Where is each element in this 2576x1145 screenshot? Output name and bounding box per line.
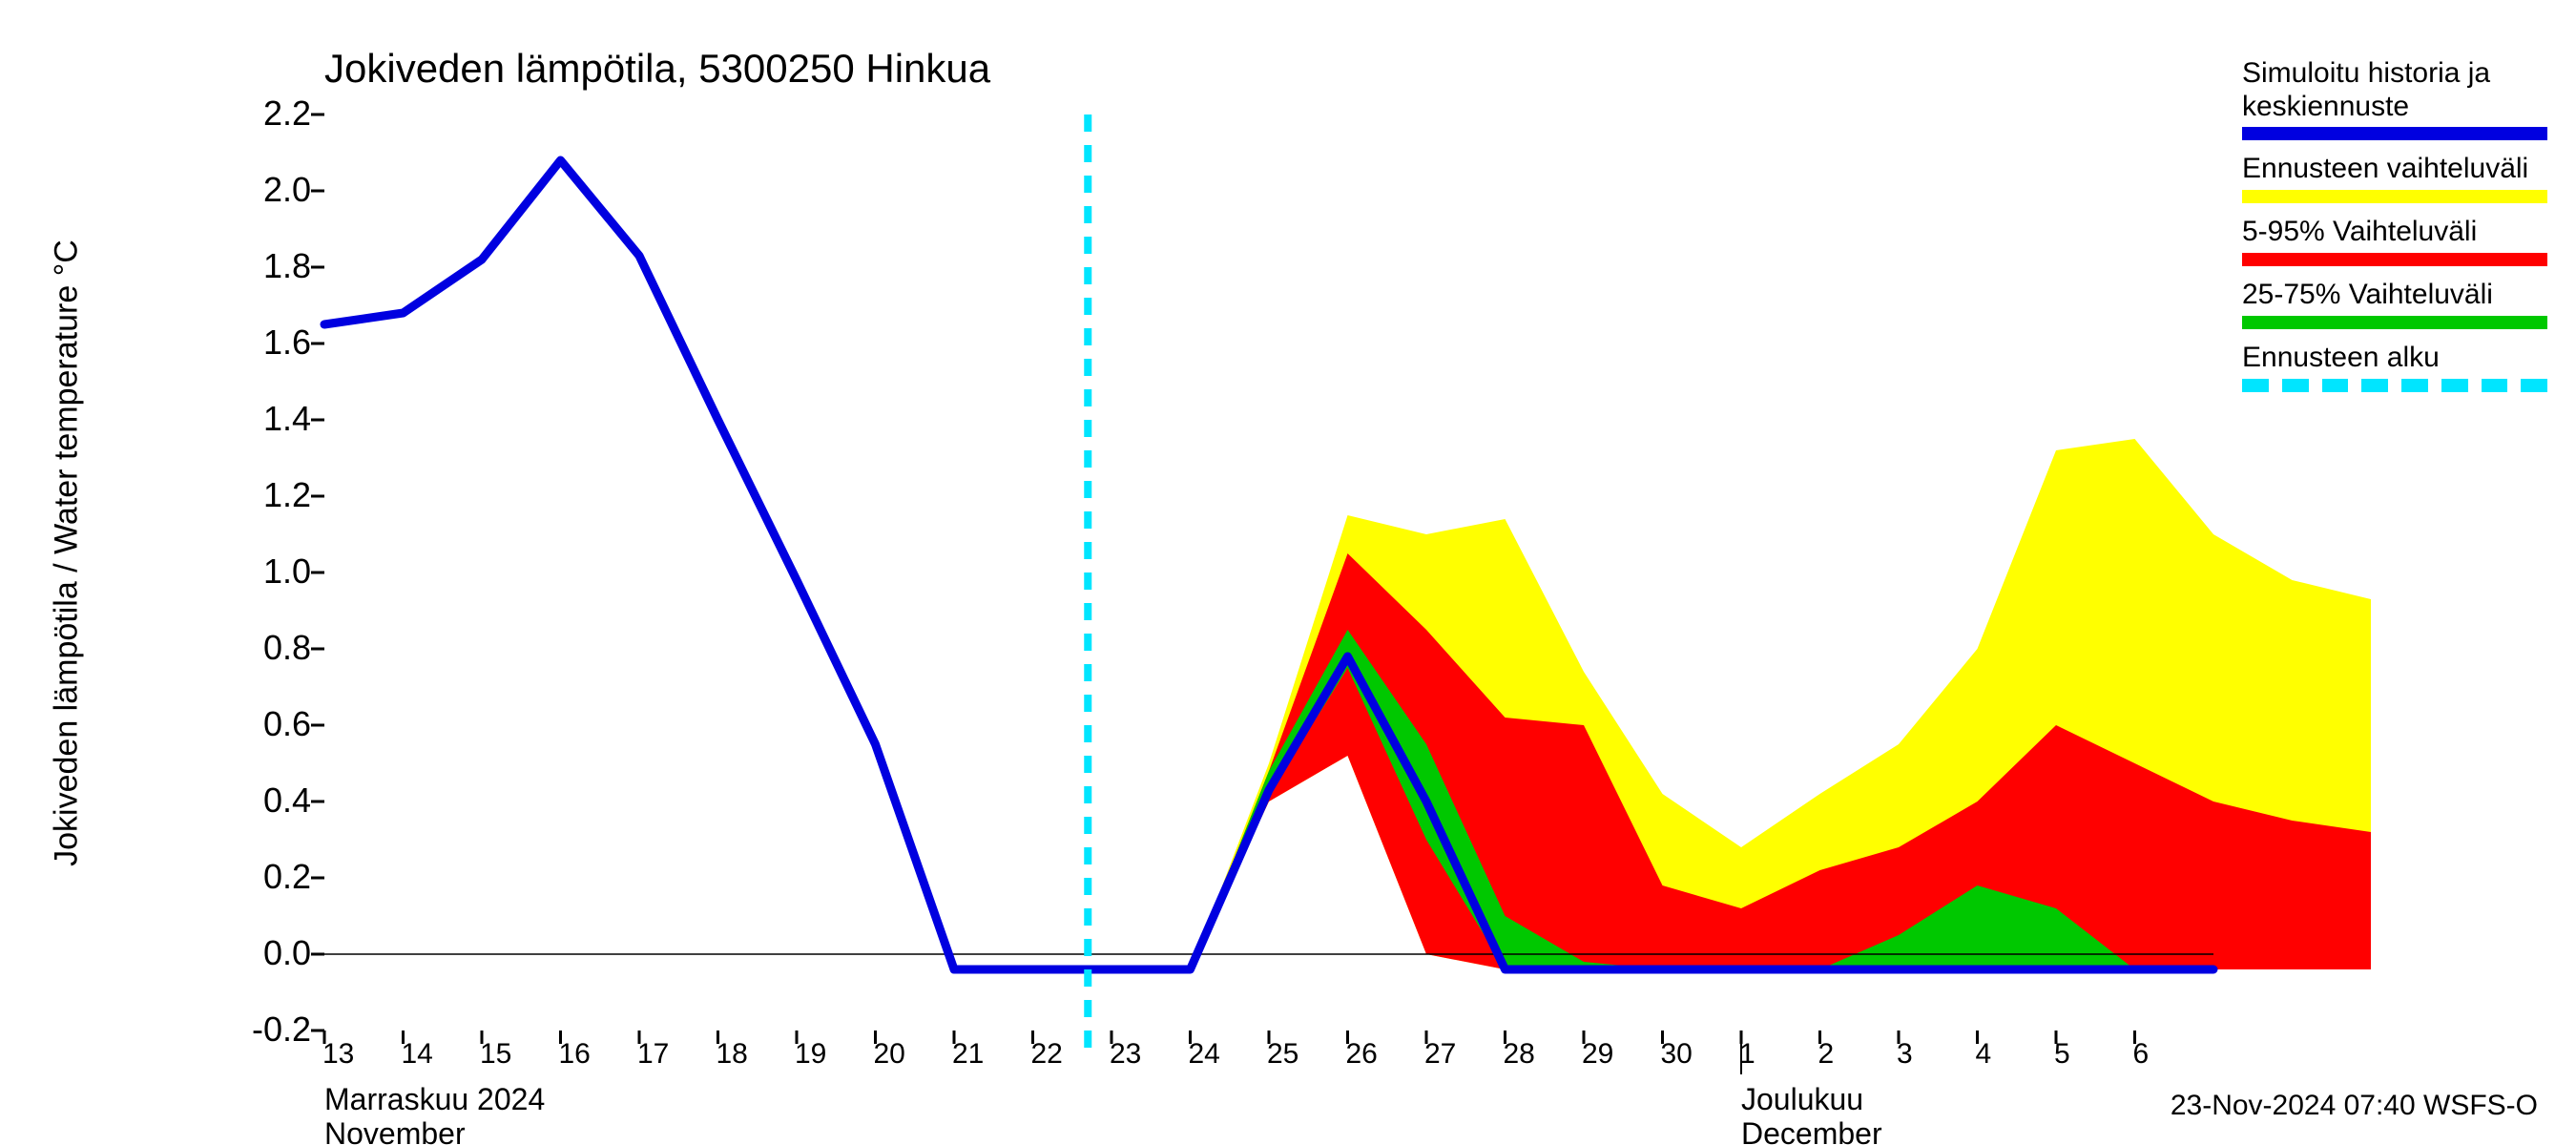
x-tick: 6 (2133, 1038, 2191, 1071)
x-tick: 4 (1976, 1038, 2033, 1071)
chart-footer: 23-Nov-2024 07:40 WSFS-O (2171, 1090, 2538, 1122)
y-tick: 1.2 (197, 475, 311, 515)
legend-entry: Ennusteen vaihteluväli (2242, 153, 2547, 203)
x-tick: 28 (1504, 1038, 1561, 1071)
legend-swatch (2242, 127, 2547, 140)
y-tick: 0.2 (197, 857, 311, 897)
x-tick: 5 (2054, 1038, 2111, 1071)
y-tick: 0.0 (197, 933, 311, 973)
x-tick: 27 (1424, 1038, 1482, 1071)
y-tick: 1.8 (197, 246, 311, 286)
legend-swatch (2242, 190, 2547, 203)
x-tick: 24 (1189, 1038, 1246, 1071)
x-tick: 29 (1582, 1038, 1639, 1071)
month-left-en: November (324, 1116, 466, 1145)
x-tick: 25 (1267, 1038, 1324, 1071)
legend-swatch (2242, 316, 2547, 329)
x-tick: 1 (1739, 1038, 1797, 1071)
x-tick: 14 (402, 1038, 459, 1071)
x-tick: 3 (1897, 1038, 1954, 1071)
x-tick: 26 (1346, 1038, 1403, 1071)
x-tick: 23 (1110, 1038, 1167, 1071)
legend-swatch (2242, 379, 2547, 392)
y-tick: 2.0 (197, 170, 311, 210)
y-tick: -0.2 (197, 1010, 311, 1050)
x-tick: 15 (480, 1038, 537, 1071)
month-left-fi: Marraskuu 2024 (324, 1082, 545, 1117)
legend-label: Ennusteen vaihteluväli (2242, 153, 2547, 186)
legend-label: 25-75% Vaihteluväli (2242, 279, 2547, 312)
x-tick: 18 (717, 1038, 774, 1071)
month-right-en: December (1741, 1116, 1882, 1145)
x-tick: 30 (1661, 1038, 1718, 1071)
y-tick: 0.4 (197, 781, 311, 821)
y-tick: 1.4 (197, 399, 311, 439)
chart-plot (0, 0, 2576, 1145)
y-tick: 2.2 (197, 94, 311, 134)
x-tick: 13 (322, 1038, 380, 1071)
legend-label: Simuloitu historia ja keskiennuste (2242, 57, 2547, 123)
legend-entry: 25-75% Vaihteluväli (2242, 279, 2547, 329)
month-right-fi: Joulukuu (1741, 1082, 1863, 1117)
x-tick: 20 (874, 1038, 931, 1071)
legend-label: Ennusteen alku (2242, 342, 2547, 375)
legend-swatch (2242, 253, 2547, 266)
y-tick: 1.6 (197, 323, 311, 363)
chart-container: Jokiveden lämpötila, 5300250 Hinkua Joki… (0, 0, 2576, 1145)
y-tick: 1.0 (197, 552, 311, 592)
x-tick: 16 (559, 1038, 616, 1071)
y-tick: 0.8 (197, 628, 311, 668)
x-tick: 17 (637, 1038, 695, 1071)
legend-label: 5-95% Vaihteluväli (2242, 216, 2547, 249)
x-tick: 2 (1818, 1038, 1876, 1071)
x-tick: 19 (795, 1038, 852, 1071)
legend-entry: Simuloitu historia ja keskiennuste (2242, 57, 2547, 140)
x-tick: 22 (1031, 1038, 1089, 1071)
x-tick: 21 (952, 1038, 1009, 1071)
legend-entry: 5-95% Vaihteluväli (2242, 216, 2547, 266)
y-tick: 0.6 (197, 704, 311, 744)
legend-entry: Ennusteen alku (2242, 342, 2547, 392)
